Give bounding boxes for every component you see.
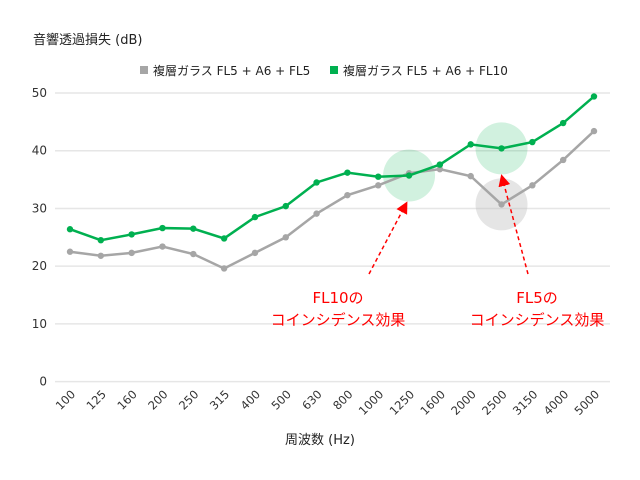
annotation-line1: FL10の <box>312 289 363 307</box>
annotation-line1: FL5の <box>516 289 558 307</box>
y-tick-label: 50 <box>32 86 47 100</box>
data-point <box>128 231 135 238</box>
data-point <box>344 191 351 199</box>
x-tick-labels: 100 125 160 200 250 315 400 500 630 800 1000 1250 16… <box>53 387 602 418</box>
x-tick-label: 160 <box>114 387 139 412</box>
x-tick-label: 4000 <box>541 387 572 418</box>
annotation-line2: コインシデンス効果 <box>470 311 605 329</box>
annotation-arrow <box>498 174 529 275</box>
data-point <box>498 145 505 152</box>
x-tick-label: 100 <box>53 387 78 412</box>
x-tick-label: 800 <box>330 387 355 412</box>
data-point <box>97 236 105 244</box>
x-axis-title: 周波数 (Hz) <box>285 433 355 448</box>
x-tick-label: 1600 <box>417 387 448 418</box>
data-point <box>97 252 105 259</box>
data-point <box>251 213 259 221</box>
data-point <box>251 249 259 257</box>
series-lines <box>66 93 598 272</box>
data-point <box>590 93 598 100</box>
y-tick-label: 40 <box>32 144 47 158</box>
data-point <box>590 127 598 135</box>
annotation-line2: コインシデンス効果 <box>271 311 406 329</box>
x-tick-label: 5000 <box>572 387 603 418</box>
data-point <box>190 225 197 232</box>
y-tick-label: 30 <box>32 201 47 215</box>
data-point <box>220 265 228 272</box>
data-point <box>559 156 567 164</box>
annotation-arrow <box>368 201 408 275</box>
data-point <box>282 234 289 241</box>
series-line <box>69 130 595 270</box>
x-tick-label: 315 <box>207 387 232 412</box>
x-tick-label: 2500 <box>479 387 510 418</box>
data-point <box>344 169 351 176</box>
grid: 0 10 20 30 40 50 <box>32 86 610 389</box>
series-line <box>69 95 595 242</box>
y-tick-label: 0 <box>39 375 47 389</box>
x-tick-label: 500 <box>268 387 293 412</box>
x-tick-label: 1000 <box>356 387 387 418</box>
data-point <box>375 173 382 180</box>
data-point <box>313 179 320 186</box>
legend-label: 複層ガラス FL5 + A6 + FL10 <box>343 63 508 78</box>
data-point <box>159 243 166 250</box>
x-tick-label: 200 <box>145 387 170 412</box>
y-tick-label: 20 <box>32 259 47 273</box>
data-point <box>159 224 166 232</box>
x-tick-label: 630 <box>299 387 324 412</box>
data-point <box>190 250 197 258</box>
x-tick-label: 125 <box>84 387 109 412</box>
data-point <box>467 172 474 180</box>
data-point <box>467 141 474 148</box>
data-point <box>405 172 413 179</box>
data-point <box>66 226 74 233</box>
data-point <box>282 202 289 210</box>
data-point <box>66 248 74 255</box>
data-point <box>529 182 536 189</box>
legend-label: 複層ガラス FL5 + A6 + FL5 <box>153 63 310 78</box>
x-tick-label: 2000 <box>448 387 479 418</box>
data-point <box>313 210 320 217</box>
legend-swatch <box>330 66 338 74</box>
data-point <box>436 161 444 168</box>
data-point <box>220 235 228 242</box>
x-tick-label: 250 <box>176 387 201 412</box>
y-tick-label: 10 <box>32 317 47 331</box>
legend-swatch <box>140 66 148 74</box>
data-point <box>498 201 505 208</box>
legend: 複層ガラス FL5 + A6 + FL5 複層ガラス FL5 + A6 + FL1… <box>140 63 508 78</box>
y-axis-title: 音響透過損失 (dB) <box>33 32 142 48</box>
x-tick-label: 400 <box>238 387 263 412</box>
x-tick-label: 1250 <box>387 387 418 418</box>
x-tick-label: 3150 <box>510 387 541 418</box>
data-point <box>436 165 444 173</box>
data-point <box>375 182 382 189</box>
data-point <box>128 249 135 257</box>
data-point <box>559 119 567 127</box>
data-point <box>529 138 536 146</box>
